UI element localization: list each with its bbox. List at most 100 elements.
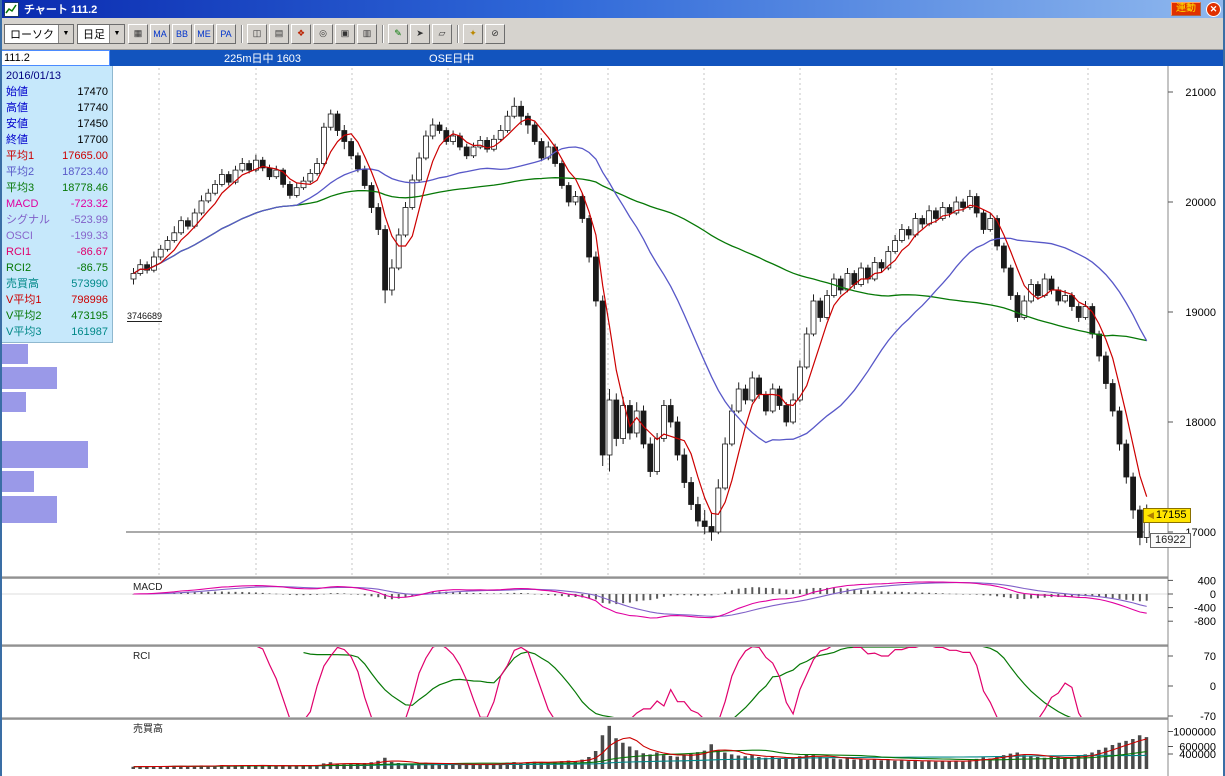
quote-row: 安値 17450 bbox=[2, 116, 112, 132]
quote-label: OSCI bbox=[6, 230, 33, 242]
volume-profile-bar bbox=[0, 344, 28, 364]
svg-text:400000: 400000 bbox=[1179, 749, 1216, 761]
svg-text:70: 70 bbox=[1204, 651, 1216, 663]
quote-row: MACD -723.32 bbox=[2, 196, 112, 212]
quote-row: OSCI -199.33 bbox=[2, 228, 112, 244]
zoom-button[interactable]: ◎ bbox=[313, 23, 333, 44]
quote-row: 終値 17700 bbox=[2, 132, 112, 148]
session-label: OSE日中 bbox=[429, 53, 475, 65]
quote-value: 573990 bbox=[71, 278, 108, 290]
svg-text:0: 0 bbox=[1210, 589, 1216, 601]
svg-text:21000: 21000 bbox=[1185, 87, 1216, 99]
price-axis: 21000 20000 19000 18000 17000 400 0 -400-800 70 0… bbox=[1167, 66, 1216, 776]
contract-label: 225m日中 1603 bbox=[224, 53, 302, 65]
toolbar-separator bbox=[457, 24, 458, 43]
volume-profile-bar bbox=[0, 441, 88, 468]
quote-label: V平均2 bbox=[6, 310, 42, 322]
chart-layout-button[interactable]: ▦ bbox=[128, 23, 148, 44]
timeframe-dropdown-label: 日足 bbox=[83, 28, 105, 41]
link-toggle-button[interactable]: 連動 bbox=[1171, 2, 1201, 16]
svg-text:19000: 19000 bbox=[1185, 307, 1216, 319]
quote-panel: 2016/01/13 始値 17470 高値 17740 安値 17450 終値 17700 平均… bbox=[2, 66, 113, 343]
ma-indicator-button[interactable]: MA bbox=[150, 23, 170, 44]
chart-area[interactable]: 21000 20000 19000 18000 17000 400 0 -400 -800 70 0… bbox=[0, 66, 1225, 776]
select-cursor-button[interactable]: ➤ bbox=[410, 23, 430, 44]
axis-settings-button[interactable]: ▤ bbox=[269, 23, 289, 44]
quote-label: 平均1 bbox=[6, 150, 35, 162]
quote-label: シグナル bbox=[6, 214, 50, 226]
svg-text:1000000: 1000000 bbox=[1173, 727, 1216, 739]
volume-panel bbox=[131, 725, 1149, 769]
chevron-down-icon: ▼ bbox=[109, 24, 124, 43]
draw-line-button[interactable]: ✎ bbox=[388, 23, 408, 44]
quote-label: 始値 bbox=[6, 86, 28, 98]
quote-value: 17450 bbox=[77, 118, 108, 130]
panel-label: MACD bbox=[133, 582, 162, 593]
quote-value: 161987 bbox=[71, 326, 108, 338]
window-button[interactable]: ▣ bbox=[335, 23, 355, 44]
volume-profile-bar bbox=[0, 496, 57, 523]
candle-type-dropdown-label: ローソク bbox=[10, 28, 54, 41]
quote-label: 安値 bbox=[6, 118, 28, 130]
panel-label: RCI bbox=[133, 651, 150, 662]
quote-label: MACD bbox=[6, 198, 39, 210]
indicator-settings-button[interactable]: ❖ bbox=[291, 23, 311, 44]
me-indicator-button[interactable]: ME bbox=[194, 23, 214, 44]
toolbar-separator bbox=[382, 24, 383, 43]
quote-row: V平均3 161987 bbox=[2, 324, 112, 340]
quote-label: 売買高 bbox=[6, 278, 39, 290]
candle-type-dropdown[interactable]: ローソク ▼ bbox=[4, 23, 74, 44]
chevron-down-icon: ▼ bbox=[58, 24, 73, 43]
quote-value: 17665.00 bbox=[62, 150, 108, 162]
quote-row: シグナル -523.99 bbox=[2, 212, 112, 228]
eraser-button[interactable]: ▱ bbox=[432, 23, 452, 44]
quote-row: RCI2 -86.75 bbox=[2, 260, 112, 276]
quote-label: V平均3 bbox=[6, 326, 42, 338]
volume-display-button[interactable]: ▥ bbox=[357, 23, 377, 44]
quote-row: 2016/01/13 bbox=[2, 68, 112, 84]
symbol-infobar: 111.2 225m日中 1603 OSE日中 bbox=[0, 50, 1225, 66]
memo-button[interactable]: ⊘ bbox=[485, 23, 505, 44]
svg-text:20000: 20000 bbox=[1185, 197, 1216, 209]
svg-text:400: 400 bbox=[1198, 575, 1216, 587]
quote-row: 始値 17470 bbox=[2, 84, 112, 100]
quote-label: 平均3 bbox=[6, 182, 35, 194]
current-price-value: 17155 bbox=[1155, 509, 1187, 521]
quote-value: 473195 bbox=[71, 310, 108, 322]
quote-label: RCI2 bbox=[6, 262, 32, 274]
quote-value: -723.32 bbox=[70, 198, 108, 210]
macd-panel bbox=[0, 581, 1168, 619]
window-frame-left bbox=[0, 0, 2, 776]
rci-panel bbox=[256, 647, 1082, 717]
pa-indicator-button[interactable]: PA bbox=[216, 23, 236, 44]
quote-value: 17700 bbox=[77, 134, 108, 146]
quote-row: RCI1 -86.67 bbox=[2, 244, 112, 260]
svg-text:17000: 17000 bbox=[1185, 527, 1216, 539]
svg-text:600000: 600000 bbox=[1179, 742, 1216, 754]
quote-value: -86.75 bbox=[76, 262, 108, 274]
compare-chart-button[interactable]: ◫ bbox=[247, 23, 267, 44]
close-icon[interactable]: ✕ bbox=[1206, 1, 1221, 17]
moving-average-lines bbox=[133, 118, 1148, 516]
panel-separators bbox=[0, 576, 1168, 720]
quote-value: -86.67 bbox=[76, 246, 108, 258]
bb-indicator-button[interactable]: BB bbox=[172, 23, 192, 44]
quote-label: V平均1 bbox=[6, 294, 42, 306]
price-box: 111.2 bbox=[0, 50, 110, 66]
titlebar[interactable]: チャート 111.2 連動 ✕ bbox=[0, 0, 1225, 18]
quote-row: V平均1 798996 bbox=[2, 292, 112, 308]
quote-value: 18723.40 bbox=[62, 166, 108, 178]
quote-value: -523.99 bbox=[70, 214, 108, 226]
svg-text:0: 0 bbox=[1210, 681, 1216, 693]
quote-label: 2016/01/13 bbox=[6, 70, 62, 82]
lock-button[interactable]: ✦ bbox=[463, 23, 483, 44]
toolbar-separator bbox=[241, 24, 242, 43]
volume-profile-max-label: 3746689 bbox=[127, 311, 163, 322]
timeframe-dropdown[interactable]: 日足 ▼ bbox=[77, 23, 125, 44]
volume-profile-bar bbox=[0, 392, 26, 412]
quote-value: 17470 bbox=[77, 86, 108, 98]
chart-canvas[interactable]: 21000 20000 19000 18000 17000 400 0 -400-800 70 0… bbox=[0, 66, 1225, 776]
candlestick-series bbox=[130, 97, 1150, 546]
quote-row: 高値 17740 bbox=[2, 100, 112, 116]
